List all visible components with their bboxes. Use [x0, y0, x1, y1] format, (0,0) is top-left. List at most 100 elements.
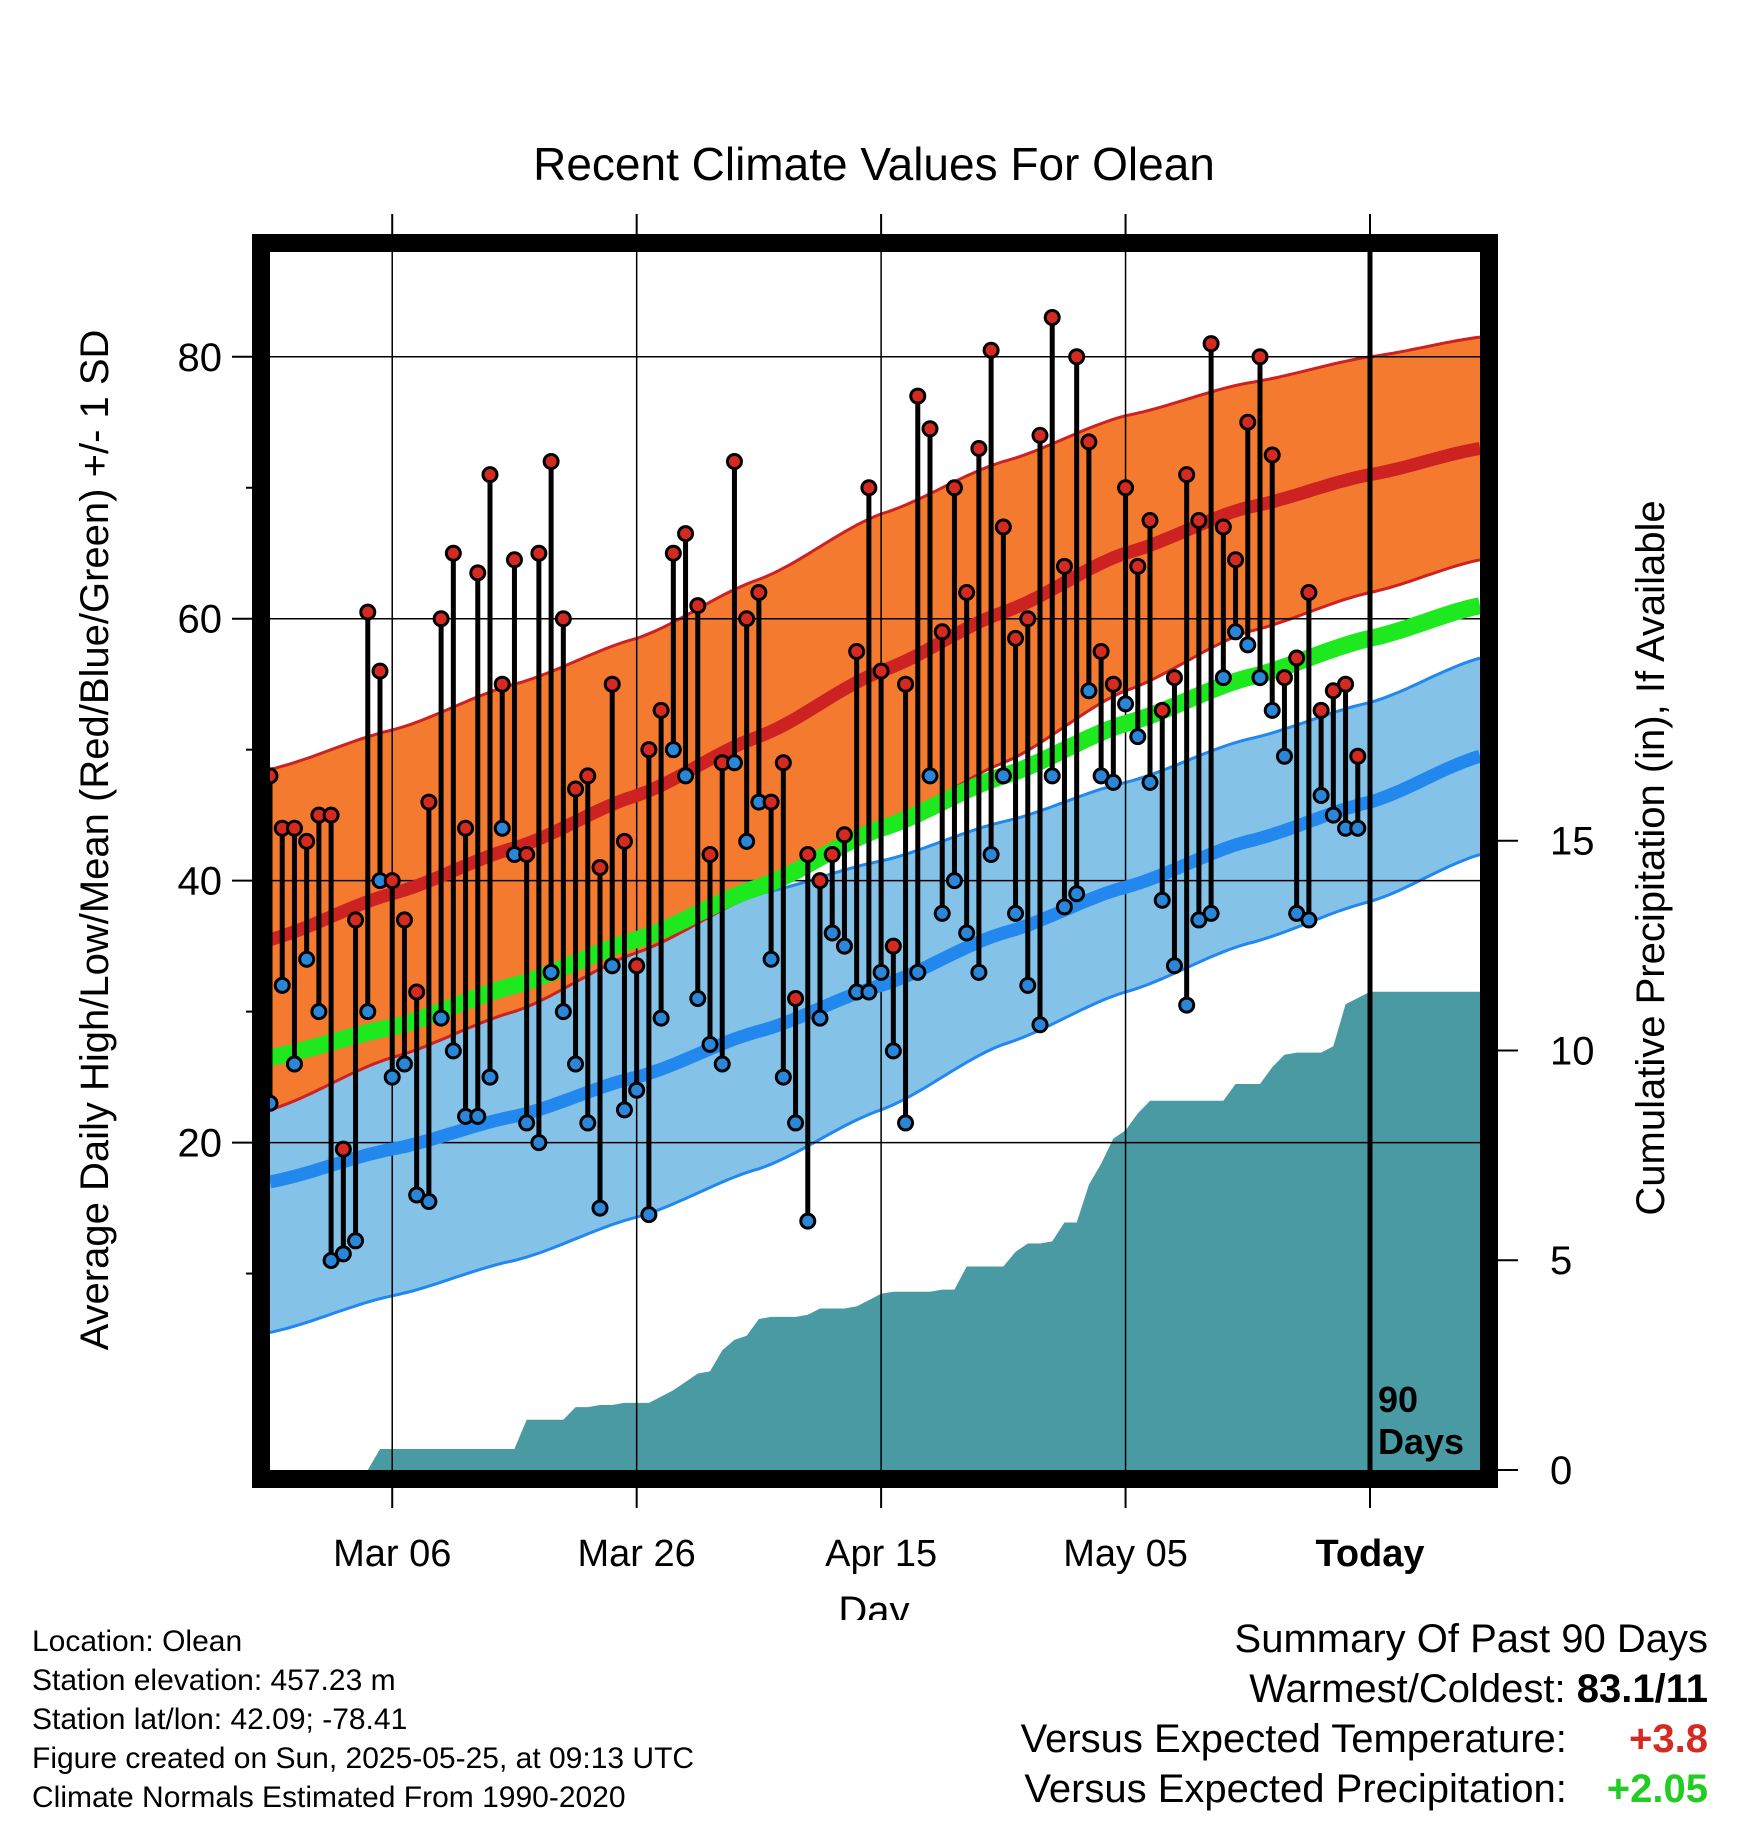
daily-low-point [872, 963, 890, 981]
daily-high-point [554, 610, 572, 628]
daily-high-point [664, 544, 682, 562]
temp-departure-label: Versus Expected Temperature: [1020, 1717, 1567, 1761]
daily-low-point [933, 904, 951, 922]
daily-low-point [1117, 695, 1135, 713]
daily-low-point [481, 1068, 499, 1086]
daily-high-point [787, 990, 805, 1008]
warm-cold-value: 83.1/11 [1576, 1667, 1708, 1711]
daily-low-point [493, 819, 511, 837]
high-band-upper-edge [270, 335, 1480, 771]
chart-title: Recent Climate Values For Olean [533, 138, 1215, 190]
daily-high-point [457, 819, 475, 837]
daily-low-point [1165, 957, 1183, 975]
station-info: Location: Olean Station elevation: 457.2… [32, 1622, 694, 1817]
daily-high-point [1312, 701, 1330, 719]
daily-high-point [603, 675, 621, 693]
y2-tick-label: 0 [1550, 1449, 1572, 1493]
daily-low-point [1007, 904, 1025, 922]
daily-low-point [823, 924, 841, 942]
daily-low-point [579, 1114, 597, 1132]
daily-low-point [1019, 976, 1037, 994]
y-tick-label: 80 [178, 336, 223, 380]
daily-high-point [383, 872, 401, 890]
x-tick-label: Mar 26 [578, 1533, 696, 1575]
daily-high-point [762, 793, 780, 811]
x-tick-label: May 05 [1063, 1533, 1188, 1575]
daily-high-point [542, 453, 560, 471]
daily-high-point [1043, 308, 1061, 326]
y2-axis-label: Cumulative Precipitation (in), If Availa… [1629, 500, 1673, 1215]
daily-low-point [518, 1114, 536, 1132]
daily-low-point [603, 957, 621, 975]
daily-high-point [408, 983, 426, 1001]
daily-low-point [958, 924, 976, 942]
daily-high-point [628, 957, 646, 975]
daily-high-point [1165, 669, 1183, 687]
daily-low-point [285, 1055, 303, 1073]
summary-temp: Versus Expected Temperature: +3.8 [1021, 1714, 1708, 1764]
daily-low-point [420, 1193, 438, 1211]
figure-created: Figure created on Sun, 2025-05-25, at 09… [32, 1742, 695, 1775]
daily-high-point [371, 662, 389, 680]
daily-low-point [628, 1081, 646, 1099]
daily-low-point [298, 950, 316, 968]
climate-chart: 90 Days 20 40 60 80 0 5 10 15 Mar 06 Mar 26 Apr 15 M… [73, 138, 1673, 1620]
daily-low-point [1275, 747, 1293, 765]
daily-high-point [420, 793, 438, 811]
daily-high-point [1007, 629, 1025, 647]
y2-tick-label: 5 [1550, 1239, 1572, 1283]
daily-high-point [1349, 747, 1367, 765]
daily-low-point [1055, 898, 1073, 916]
daily-low-point [701, 1035, 719, 1053]
daily-high-point [567, 780, 585, 798]
daily-low-point [1104, 773, 1122, 791]
daily-low-point [1214, 669, 1232, 687]
daily-high-point [811, 872, 829, 890]
daily-low-point [530, 1134, 548, 1152]
daily-low-point [1141, 773, 1159, 791]
daily-low-point [677, 767, 695, 785]
daily-low-point [994, 767, 1012, 785]
daily-low-point [542, 963, 560, 981]
daily-low-point [1043, 767, 1061, 785]
daily-high-point [1288, 649, 1306, 667]
low-band-lower-edge [270, 853, 1480, 1334]
daily-low-point [1251, 669, 1269, 687]
daily-high-point [1117, 479, 1135, 497]
daily-high-point [652, 701, 670, 719]
daily-high-point [774, 754, 792, 772]
daily-high-point [1275, 669, 1293, 687]
summary-heading: Summary Of Past 90 Days [1234, 1617, 1708, 1661]
daily-low-point [1300, 911, 1318, 929]
daily-low-point [1129, 728, 1147, 746]
daily-low-point [860, 983, 878, 1001]
daily-low-point [383, 1068, 401, 1086]
daily-low-point [270, 1094, 279, 1112]
x-tick-label: Apr 15 [825, 1533, 937, 1575]
station-elevation: Station elevation: 457.23 m [32, 1664, 396, 1697]
daily-low-point [921, 767, 939, 785]
daily-high-point [505, 551, 523, 569]
daily-low-point [1068, 885, 1086, 903]
daily-low-point [1324, 806, 1342, 824]
daily-high-point [1141, 511, 1159, 529]
daily-high-point [334, 1140, 352, 1158]
plot-frame [252, 234, 1498, 1488]
daily-high-point [933, 623, 951, 641]
daily-low-point [359, 1003, 377, 1021]
daily-high-point [640, 741, 658, 759]
daily-high-point [1129, 557, 1147, 575]
summary-panel: Summary Of Past 90 Days Warmest/Coldest:… [1021, 1614, 1708, 1814]
daily-low-point [273, 976, 291, 994]
daily-high-point [1178, 466, 1196, 484]
daily-high-point [285, 819, 303, 837]
daily-low-point [713, 1055, 731, 1073]
daily-high-point [469, 564, 487, 582]
daily-high-point [1092, 642, 1110, 660]
station-latlon: Station lat/lon: 42.09; -78.41 [32, 1703, 408, 1736]
daily-low-point [738, 832, 756, 850]
daily-low-point [432, 1009, 450, 1027]
daily-high-point [994, 518, 1012, 536]
daily-low-point [1312, 787, 1330, 805]
daily-low-point [567, 1055, 585, 1073]
